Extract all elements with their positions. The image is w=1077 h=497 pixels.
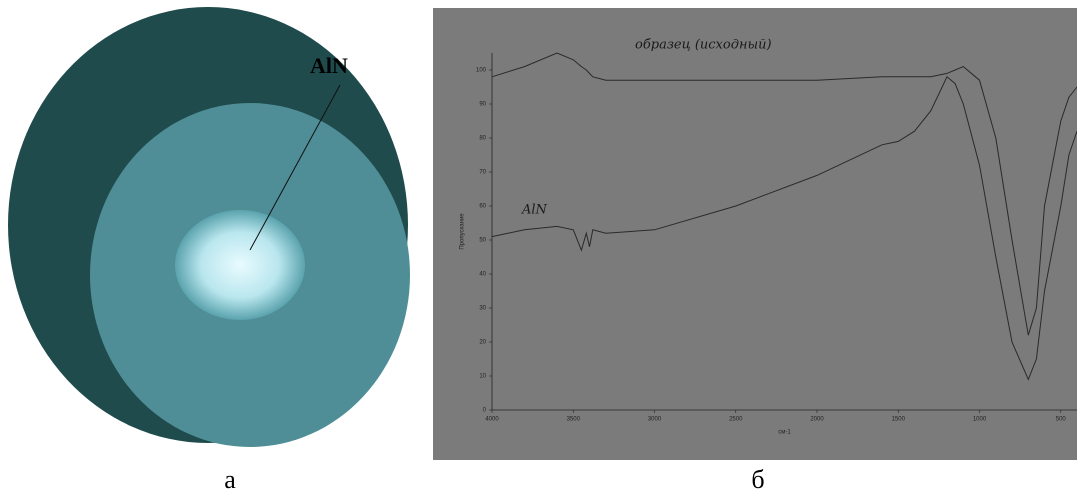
x-tick-label: 500: [1056, 417, 1067, 423]
x-tick-label: 3500: [567, 417, 581, 423]
x-tick-label: 2500: [729, 417, 743, 423]
y-tick-label: 50: [479, 238, 486, 244]
pointer-line: [249, 84, 341, 251]
x-tick-label: 4000: [485, 417, 499, 423]
x-tick-label: 1500: [892, 417, 906, 423]
photo-caption: а: [224, 465, 236, 494]
y-tick-label: 80: [479, 136, 486, 142]
y-tick-label: 30: [479, 306, 486, 312]
spectrum-line: [491, 52, 1077, 336]
y-tick-label: 40: [479, 272, 486, 278]
y-tick-label: 0: [483, 408, 487, 414]
x-tick-label: 3000: [648, 417, 662, 423]
series-label: образец (исходный): [635, 38, 772, 53]
x-tick-label: 1000: [973, 417, 987, 423]
spectrum-chart: 0 10 20 30 40 50 60 70 80 90 100 4000 3500 3000 2500 20…: [460, 38, 1077, 436]
y-tick-label: 60: [479, 204, 486, 210]
y-axis-label: Пропускание: [460, 213, 466, 250]
x-tick-label: 2000: [810, 417, 824, 423]
spectrum-line: [491, 76, 1077, 381]
y-tick-label: 70: [479, 170, 486, 176]
sample-photo: AlN: [8, 7, 410, 447]
chart-caption: б: [751, 465, 764, 494]
series-label: AlN: [521, 203, 548, 218]
y-tick-label: 10: [479, 374, 486, 380]
photo-label: AlN: [310, 53, 348, 78]
sample-core: [175, 210, 305, 320]
y-tick-label: 90: [479, 102, 486, 108]
y-tick-label: 20: [479, 340, 486, 346]
x-axis-label: см-1: [778, 430, 791, 436]
spectrum-panel: [433, 8, 1077, 460]
y-tick-label: 100: [476, 68, 487, 74]
